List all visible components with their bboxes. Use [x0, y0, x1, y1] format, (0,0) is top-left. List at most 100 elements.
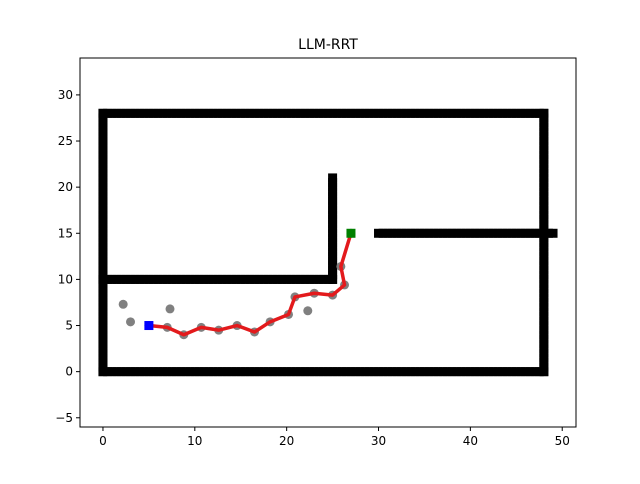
obstacle-marker [98, 173, 108, 183]
obstacle-marker [429, 228, 439, 238]
obstacle-marker [539, 205, 549, 215]
obstacle-marker [539, 187, 549, 197]
obstacle-marker [148, 274, 158, 284]
obstacle-marker [300, 274, 310, 284]
obstacle-marker [130, 367, 140, 377]
obstacle-marker [98, 270, 108, 280]
obstacle-marker [452, 228, 462, 238]
obstacle-marker [530, 367, 540, 377]
obstacle-marker [539, 196, 549, 206]
obstacle-marker [539, 164, 549, 174]
obstacle-marker [250, 367, 260, 377]
obstacle-marker [498, 108, 508, 118]
obstacle-marker [539, 159, 549, 169]
obstacle-marker [516, 108, 526, 118]
y-tick-label: 10 [58, 272, 73, 286]
obstacle-marker [442, 367, 452, 377]
obstacle-marker [351, 367, 361, 377]
obstacle-marker [424, 367, 434, 377]
obstacle-marker [392, 228, 402, 238]
obstacle-marker [539, 173, 549, 183]
obstacle-marker [447, 367, 457, 377]
obstacle-marker [539, 191, 549, 201]
obstacle-marker [539, 108, 549, 118]
obstacle-marker [328, 367, 338, 377]
obstacle-marker [158, 274, 168, 284]
obstacle-marker [511, 367, 521, 377]
obstacle-marker [103, 108, 113, 118]
obstacle-marker [318, 274, 328, 284]
obstacle-marker [461, 228, 471, 238]
obstacle-marker [328, 173, 338, 183]
obstacle-marker [314, 108, 324, 118]
obstacle-marker [259, 367, 269, 377]
plot-frame [79, 57, 577, 428]
obstacle-marker [295, 367, 305, 377]
x-tick-label: 50 [555, 434, 570, 448]
obstacle-marker [452, 108, 462, 118]
obstacle-marker [112, 108, 122, 118]
obstacle-marker [539, 168, 549, 178]
obstacle-marker [318, 108, 328, 118]
obstacle-marker [240, 367, 250, 377]
obstacle-marker [456, 108, 466, 118]
obstacle-marker [309, 274, 319, 284]
obstacle-marker [488, 228, 498, 238]
obstacle-marker [392, 367, 402, 377]
obstacle-marker [98, 330, 108, 340]
obstacle-marker [539, 136, 549, 146]
obstacle-marker [328, 224, 338, 234]
obstacle-marker [236, 367, 246, 377]
obstacle-marker [194, 367, 204, 377]
obstacle-marker [300, 367, 310, 377]
obstacle-marker [227, 108, 237, 118]
obstacle-marker [328, 242, 338, 252]
obstacle-marker [346, 367, 356, 377]
y-tick-label: −5 [55, 411, 73, 425]
obstacle-marker [332, 367, 342, 377]
obstacle-marker [502, 367, 512, 377]
obstacle-marker [539, 330, 549, 340]
obstacle-marker [374, 228, 384, 238]
obstacle-marker [98, 145, 108, 155]
obstacle-marker [98, 297, 108, 307]
obstacle-marker [213, 367, 223, 377]
obstacle-marker [222, 367, 232, 377]
obstacle-marker [410, 228, 420, 238]
obstacle-marker [130, 274, 140, 284]
obstacle-marker [465, 367, 475, 377]
obstacle-marker [520, 367, 530, 377]
obstacle-marker [539, 307, 549, 317]
obstacle-marker [272, 108, 282, 118]
obstacle-marker [452, 367, 462, 377]
obstacle-marker [185, 367, 195, 377]
obstacle-marker [98, 293, 108, 303]
obstacle-marker [539, 214, 549, 224]
obstacle-marker [475, 367, 485, 377]
obstacle-marker [194, 274, 204, 284]
obstacle-marker [539, 251, 549, 261]
obstacle-marker [227, 274, 237, 284]
obstacle-marker [268, 274, 278, 284]
obstacle-marker [539, 325, 549, 335]
obstacle-marker [98, 251, 108, 261]
obstacle-marker [263, 108, 273, 118]
obstacle-marker [539, 288, 549, 298]
obstacle-marker [98, 279, 108, 289]
obstacle-marker [511, 228, 521, 238]
obstacle-marker [337, 367, 347, 377]
obstacle-marker [328, 270, 338, 280]
y-tick-label: 25 [58, 134, 73, 148]
obstacle-marker [98, 205, 108, 215]
obstacle-marker [539, 219, 549, 229]
obstacle-marker [539, 150, 549, 160]
obstacle-marker [236, 274, 246, 284]
obstacle-marker [171, 274, 181, 284]
x-tick-label: 20 [279, 434, 294, 448]
obstacle-marker [204, 367, 214, 377]
obstacle-marker [337, 108, 347, 118]
obstacle-marker [98, 284, 108, 294]
obstacle-marker [328, 178, 338, 188]
obstacle-marker [98, 344, 108, 354]
